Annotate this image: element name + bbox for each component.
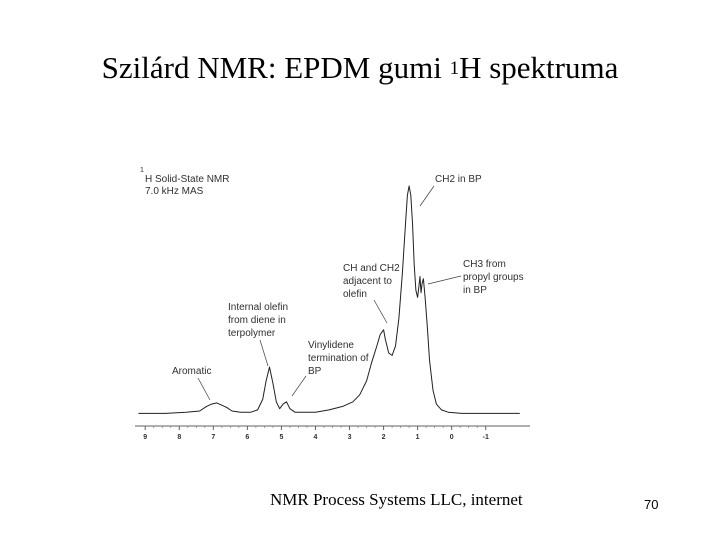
x-tick-label: 3 — [348, 434, 352, 441]
title-tail-text: H spektruma — [459, 50, 619, 85]
annotation-ch2-bp-leader — [419, 185, 435, 207]
annotation-vinylidene-line-1: Vinylidene — [308, 340, 354, 351]
x-tick-label: 0 — [450, 434, 454, 441]
annotation-aromatic-leader — [197, 377, 211, 401]
x-tick-label: 5 — [279, 434, 283, 441]
annotation-internal-olefin: Internal olefin from diene in terpolymer — [228, 302, 288, 367]
x-axis-ticks: 9 8 7 6 5 4 3 2 1 0 -1 — [143, 426, 489, 441]
annotation-ch3-propyl-line-2: propyl groups — [463, 272, 524, 283]
annotation-ch-olefin-line-2: adjacent to — [343, 276, 392, 287]
annotation-ch-olefin-line-3: olefin — [343, 289, 367, 300]
annotation-ch-olefin-line-1: CH and CH2 — [343, 263, 400, 274]
annotation-ch-olefin-leader — [373, 299, 388, 324]
annotation-ch3-propyl: CH3 from propyl groups in BP — [427, 259, 524, 296]
title-main-text: Szilárd NMR: EPDM gumi — [101, 50, 450, 85]
x-tick-label: -1 — [483, 434, 489, 441]
x-tick-label: 8 — [177, 434, 181, 441]
source-credit: NMR Process Systems LLC, internet — [270, 490, 523, 509]
header-line-2: 7.0 kHz MAS — [145, 186, 204, 197]
annotation-ch2-bp-line-1: CH2 in BP — [435, 174, 482, 185]
annotation-internal-olefin-line-1: Internal olefin — [228, 302, 288, 313]
annotation-internal-olefin-line-3: terpolymer — [228, 328, 276, 339]
annotation-vinylidene-leader — [291, 375, 307, 397]
annotation-aromatic: Aromatic — [172, 366, 211, 401]
annotation-ch3-propyl-line-3: in BP — [463, 285, 487, 296]
header-line-1: H Solid-State NMR — [145, 174, 229, 185]
annotation-vinylidene-line-2: termination of — [308, 353, 369, 364]
x-tick-label: 6 — [245, 434, 249, 441]
header-superscript: 1 — [140, 167, 144, 174]
plot-area — [138, 185, 520, 414]
x-tick-label: 2 — [382, 434, 386, 441]
annotation-vinylidene: Vinylidene termination of BP — [291, 340, 369, 397]
peak-annotations: CH2 in BP CH3 from propyl groups in BP C… — [172, 174, 524, 401]
slide-title: Szilárd NMR: EPDM gumi 1H spektruma — [0, 48, 720, 93]
x-tick-label: 4 — [314, 434, 318, 441]
annotation-internal-olefin-leader — [259, 339, 269, 367]
annotation-ch3-propyl-line-1: CH3 from — [463, 259, 506, 270]
annotation-internal-olefin-line-2: from diene in — [228, 315, 286, 326]
annotation-ch-olefin: CH and CH2 adjacent to olefin — [343, 263, 400, 324]
title-superscript: 1 — [449, 58, 460, 79]
annotation-ch2-bp: CH2 in BP — [419, 174, 482, 207]
annotation-aromatic-line-1: Aromatic — [172, 366, 211, 377]
slide-number: 70 — [644, 497, 659, 512]
spectrum-series-line — [138, 185, 520, 414]
x-tick-label: 7 — [211, 434, 215, 441]
x-tick-label: 1 — [416, 434, 420, 441]
annotation-vinylidene-line-3: BP — [308, 366, 322, 377]
x-tick-label: 9 — [143, 434, 147, 441]
nmr-spectrum-chart: 1 H Solid-State NMR 7.0 kHz MAS 9 8 7 6 5 4 3 2… — [135, 167, 530, 441]
chart-header: 1 H Solid-State NMR 7.0 kHz MAS — [140, 167, 229, 197]
annotation-ch3-propyl-leader — [427, 275, 462, 285]
